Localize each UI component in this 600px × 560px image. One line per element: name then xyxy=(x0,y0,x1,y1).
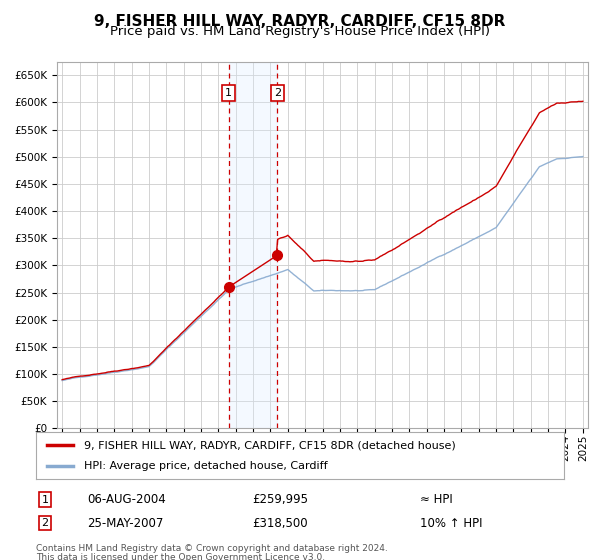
Text: £259,995: £259,995 xyxy=(252,493,308,506)
Text: ≈ HPI: ≈ HPI xyxy=(420,493,453,506)
Text: Contains HM Land Registry data © Crown copyright and database right 2024.: Contains HM Land Registry data © Crown c… xyxy=(36,544,388,553)
Text: 2: 2 xyxy=(41,518,49,528)
Bar xyxy=(229,62,277,428)
Text: 06-AUG-2004: 06-AUG-2004 xyxy=(87,493,166,506)
Text: 2: 2 xyxy=(274,88,281,98)
Text: 1: 1 xyxy=(225,88,232,98)
Text: 9, FISHER HILL WAY, RADYR, CARDIFF, CF15 8DR (detached house): 9, FISHER HILL WAY, RADYR, CARDIFF, CF15… xyxy=(83,440,455,450)
Text: 1: 1 xyxy=(41,494,49,505)
Text: £318,500: £318,500 xyxy=(252,516,308,530)
Text: 25-MAY-2007: 25-MAY-2007 xyxy=(87,516,163,530)
Text: 9, FISHER HILL WAY, RADYR, CARDIFF, CF15 8DR: 9, FISHER HILL WAY, RADYR, CARDIFF, CF15… xyxy=(94,14,506,29)
Text: This data is licensed under the Open Government Licence v3.0.: This data is licensed under the Open Gov… xyxy=(36,553,325,560)
Text: 10% ↑ HPI: 10% ↑ HPI xyxy=(420,516,482,530)
Text: HPI: Average price, detached house, Cardiff: HPI: Average price, detached house, Card… xyxy=(83,461,327,471)
Text: Price paid vs. HM Land Registry's House Price Index (HPI): Price paid vs. HM Land Registry's House … xyxy=(110,25,490,38)
